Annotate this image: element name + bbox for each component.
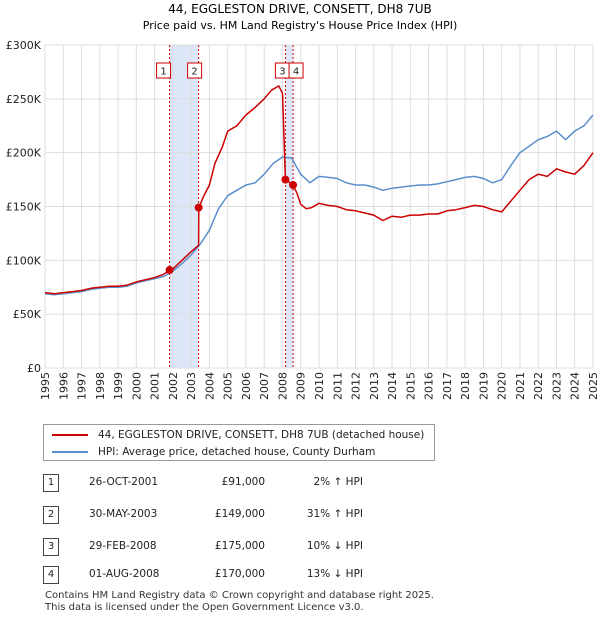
x-tick-label: 2011 <box>331 372 344 400</box>
chart-legend: 44, EGGLESTON DRIVE, CONSETT, DH8 7UB (d… <box>43 424 435 461</box>
transaction-date: 29-FEB-2008 <box>89 540 157 552</box>
y-tick-label: £100K <box>6 254 42 267</box>
series-line-hpi <box>44 114 594 296</box>
transaction-label-box <box>187 62 203 79</box>
x-tick-label: 2008 <box>276 372 289 400</box>
y-axis-ticks: £0 £50K £100K £150K £200K £250K £300K <box>6 39 42 375</box>
transaction-row: 4 01-AUG-2008 £170,000 13% ↓ HPI <box>43 566 403 586</box>
x-tick-label: 2023 <box>550 372 563 400</box>
transaction-hpi: 13% ↓ HPI <box>306 568 363 580</box>
legend-label-property: 44, EGGLESTON DRIVE, CONSETT, DH8 7UB (d… <box>98 429 425 441</box>
x-tick-label: 1999 <box>112 372 125 400</box>
x-tick-label: 2007 <box>258 372 271 400</box>
chart-title: 44, EGGLESTON DRIVE, CONSETT, DH8 7UB <box>168 2 432 16</box>
y-tick-label: £250K <box>6 93 42 106</box>
x-tick-label: 2004 <box>203 372 216 400</box>
transaction-price: £170,000 <box>214 568 265 580</box>
x-tick-label: 2020 <box>496 372 509 400</box>
x-tick-label: 1997 <box>76 372 89 400</box>
transaction-number: 3 <box>43 538 59 556</box>
x-tick-label: 2014 <box>386 372 399 400</box>
transaction-date: 26-OCT-2001 <box>89 476 158 488</box>
transaction-date: 30-MAY-2003 <box>89 508 158 520</box>
x-tick-label: 2015 <box>404 372 417 400</box>
transaction-number: 2 <box>43 506 59 524</box>
x-tick-label: 2025 <box>587 372 600 400</box>
transaction-hpi: 31% ↑ HPI <box>306 508 363 520</box>
y-tick-label: £300K <box>6 39 42 52</box>
transaction-label-number: 3 <box>279 67 285 78</box>
x-tick-label: 1995 <box>39 372 52 400</box>
transaction-hpi: 2% ↑ HPI <box>313 476 363 488</box>
x-tick-label: 2021 <box>514 372 527 400</box>
x-tick-label: 2017 <box>441 372 454 400</box>
chart-grid <box>44 44 594 369</box>
transaction-price: £149,000 <box>214 508 265 520</box>
x-tick-label: 2005 <box>222 372 235 400</box>
x-axis-ticks: 1995 1996 1997 1998 1999 2000 2001 2002 2003 2004… <box>39 372 600 400</box>
transaction-hpi: 10% ↓ HPI <box>306 540 363 552</box>
transaction-number: 1 <box>43 474 59 492</box>
x-tick-label: 2006 <box>240 372 253 400</box>
transaction-label-number: 2 <box>191 67 197 78</box>
transaction-number: 4 <box>43 566 59 584</box>
transaction-points <box>165 175 298 275</box>
x-tick-label: 2012 <box>350 372 363 400</box>
x-tick-label: 1996 <box>57 372 70 400</box>
footer-attribution: Contains HM Land Registry data © Crown c… <box>45 590 434 614</box>
y-tick-label: £150K <box>6 201 42 214</box>
x-tick-label: 2001 <box>149 372 162 400</box>
transaction-point <box>165 266 174 275</box>
x-tick-label: 2019 <box>477 372 490 400</box>
price-chart: 44, EGGLESTON DRIVE, CONSETT, DH8 7UB Pr… <box>6 2 600 400</box>
footer-licence: This data is licensed under the Open Gov… <box>45 602 364 613</box>
x-tick-label: 2000 <box>130 372 143 400</box>
transaction-price: £91,000 <box>221 476 265 488</box>
x-tick-label: 2016 <box>423 372 436 400</box>
legend-item-hpi: HPI: Average price, detached house, Coun… <box>52 444 375 460</box>
legend-swatch-property <box>52 434 88 436</box>
x-tick-label: 1998 <box>94 372 107 400</box>
y-tick-label: £0 <box>27 362 41 375</box>
transaction-label-number: 1 <box>160 67 166 78</box>
chart-subtitle: Price paid vs. HM Land Registry's House … <box>143 19 458 32</box>
x-tick-label: 2010 <box>313 372 326 400</box>
transaction-row: 3 29-FEB-2008 £175,000 10% ↓ HPI <box>43 538 403 558</box>
x-tick-label: 2003 <box>185 372 198 400</box>
x-tick-label: 2024 <box>569 372 582 400</box>
transaction-row: 1 26-OCT-2001 £91,000 2% ↑ HPI <box>43 474 403 494</box>
footer-copyright: Contains HM Land Registry data © Crown c… <box>45 590 434 601</box>
legend-swatch-hpi <box>52 451 88 453</box>
transaction-price: £175,000 <box>214 540 265 552</box>
x-tick-label: 2013 <box>368 372 381 400</box>
y-tick-label: £200K <box>6 147 42 160</box>
x-tick-label: 2018 <box>459 372 472 400</box>
legend-item-property: 44, EGGLESTON DRIVE, CONSETT, DH8 7UB (d… <box>52 427 424 443</box>
transaction-point <box>289 180 298 189</box>
transaction-label-number: 4 <box>293 67 299 78</box>
y-tick-label: £50K <box>13 308 42 321</box>
transaction-row: 2 30-MAY-2003 £149,000 31% ↑ HPI <box>43 506 403 526</box>
transaction-label-box <box>156 62 172 79</box>
x-tick-label: 2009 <box>295 372 308 400</box>
x-tick-label: 2022 <box>532 372 545 400</box>
legend-label-hpi: HPI: Average price, detached house, Coun… <box>98 446 376 458</box>
transaction-point <box>194 203 203 212</box>
transaction-date: 01-AUG-2008 <box>89 568 160 580</box>
transaction-point <box>281 175 290 184</box>
transaction-label-box <box>288 62 304 79</box>
x-tick-label: 2002 <box>167 372 180 400</box>
